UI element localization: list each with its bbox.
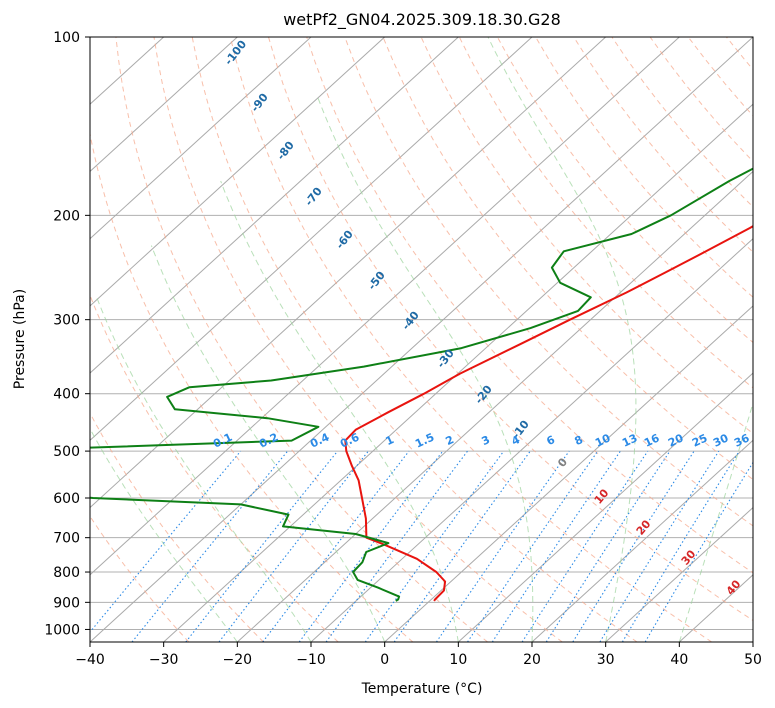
moist-adiabat	[316, 94, 534, 642]
dry-adiabat	[306, 37, 753, 574]
isotherm	[90, 37, 386, 307]
dry-adiabat	[115, 37, 488, 642]
x-tick-label: 0	[380, 652, 389, 668]
mixing-ratio-line	[521, 450, 649, 642]
y-axis: 100 200 300 400 500 600 700 800 900 1000	[44, 30, 90, 638]
x-tick-label: 40	[670, 652, 688, 668]
skewed-isotherms	[90, 37, 753, 642]
isotherm	[310, 237, 753, 642]
mixing-ratio-line	[621, 450, 740, 642]
plot-area: -100-90-80-70-60-50-40-30-20-100.1 0.2 0.4…	[90, 37, 753, 642]
x-tick-label: 10	[449, 652, 467, 668]
isotherm	[90, 37, 459, 374]
y-tick-label: 700	[53, 531, 80, 547]
y-tick-label: 100	[53, 30, 80, 46]
mixing-ratio-label: 13	[620, 431, 639, 449]
isotherm	[90, 37, 312, 240]
x-tick-label: 20	[523, 652, 541, 668]
dry-adiabat	[153, 37, 563, 642]
y-tick-label: 200	[53, 208, 80, 224]
y-tick-label: 300	[53, 313, 80, 329]
mixing-ratio-line	[572, 450, 695, 642]
y-tick-label: 400	[53, 387, 80, 403]
mixing-ratio-label: 25	[690, 431, 709, 449]
mixing-ratio-line	[90, 450, 242, 633]
dry-adiabats	[90, 37, 753, 642]
y-axis-title: Pressure (hPa)	[12, 289, 28, 389]
x-tick-label: −30	[149, 652, 179, 668]
mixing-ratio-line	[364, 450, 505, 642]
isotherm	[163, 103, 753, 642]
x-axis-title: Temperature (°C)	[361, 681, 483, 697]
dry-adiabat	[229, 37, 712, 642]
mixing-ratio-line	[545, 450, 671, 642]
mixing-ratio-line	[467, 450, 599, 642]
isotherm	[90, 37, 753, 642]
y-tick-label: 600	[53, 491, 80, 507]
pressure-gridlines	[90, 37, 753, 630]
mixing-ratio-label: 36	[732, 431, 752, 449]
isotherm	[90, 37, 238, 173]
dry-adiabat	[458, 37, 753, 389]
y-tick-label: 800	[53, 565, 80, 581]
x-tick-label: −40	[75, 652, 105, 668]
mixing-ratio-line	[393, 450, 531, 642]
y-tick-label: 500	[53, 444, 80, 460]
mixing-ratio-line	[185, 450, 339, 642]
chart-title: wetPf2_GN04.2025.309.18.30.G28	[283, 10, 561, 30]
x-tick-label: 50	[744, 652, 762, 668]
isotherm	[90, 37, 607, 509]
isotherm	[90, 37, 533, 442]
moist-adiabat	[487, 37, 637, 642]
dry-adiabat	[90, 131, 414, 642]
isotherm	[457, 372, 753, 642]
mixing-ratio-label: 20	[666, 431, 686, 449]
isotherm	[90, 37, 680, 576]
x-tick-label: −10	[296, 652, 326, 668]
dry-adiabat	[90, 412, 264, 642]
mixing-ratio-label: 30	[711, 431, 731, 449]
dry-adiabat	[90, 515, 190, 642]
dewpoint-profile-line	[90, 167, 753, 602]
x-tick-label: −20	[223, 652, 253, 668]
mixing-ratio-line	[435, 450, 570, 642]
y-tick-label: 900	[53, 595, 80, 611]
x-tick-label: 30	[597, 652, 615, 668]
y-tick-label: 1000	[44, 622, 80, 638]
profile-series	[90, 167, 753, 602]
mixing-ratio-line	[325, 450, 468, 642]
isotherm	[531, 439, 753, 642]
moist-adiabat	[678, 401, 753, 642]
dry-adiabat	[268, 37, 753, 622]
isotherm	[605, 506, 753, 642]
temperature-profile-line	[344, 224, 753, 602]
dry-adiabat	[90, 293, 339, 642]
mixing-ratio-line	[491, 450, 621, 642]
mixing-ratio-lines	[90, 450, 753, 642]
mixing-ratio-label: 16	[642, 431, 662, 449]
dry-adiabat	[344, 37, 753, 527]
isotherm	[236, 170, 753, 642]
mixing-ratio-line	[262, 450, 410, 642]
mixing-ratio-line	[298, 450, 444, 642]
x-axis: −40 −30 −20 −10 0 10 20 30 40 50	[75, 642, 762, 668]
moist-adiabat	[150, 245, 386, 642]
mixing-ratio-label: 10	[593, 431, 613, 449]
isotherm	[384, 305, 753, 642]
dry-adiabat	[191, 37, 638, 642]
dry-adiabat	[496, 37, 753, 344]
mixing-ratio-line	[131, 450, 289, 642]
plot-frame	[89, 36, 754, 643]
